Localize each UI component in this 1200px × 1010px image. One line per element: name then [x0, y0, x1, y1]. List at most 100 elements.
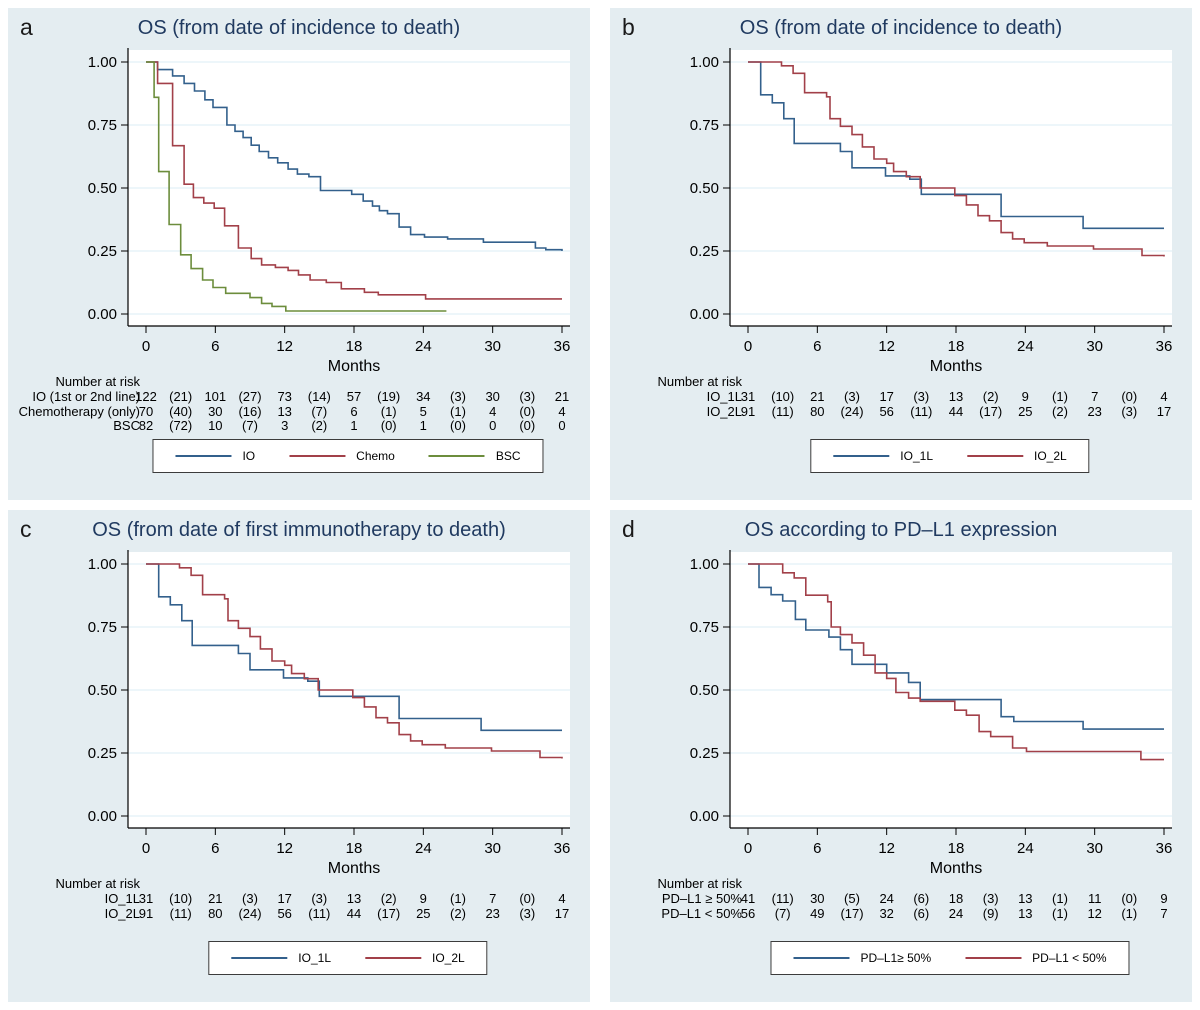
svg-text:0.50: 0.50 — [690, 180, 719, 197]
risk-value: 21 — [208, 891, 223, 906]
svg-text:Months: Months — [930, 358, 982, 372]
risk-value: 49 — [810, 905, 825, 921]
risk-value: (2) — [982, 389, 999, 404]
panel-title: OS according to PD–L1 expression — [744, 519, 1058, 541]
risk-value: 30 — [485, 389, 500, 404]
risk-value: (3) — [913, 389, 930, 404]
risk-value: 13 — [1018, 905, 1033, 921]
risk-value: (7) — [774, 905, 791, 921]
svg-text:30: 30 — [1086, 840, 1103, 857]
svg-text:Months: Months — [328, 358, 380, 372]
risk-row-label: IO_1L — [104, 891, 140, 906]
risk-value: (2) — [311, 418, 328, 434]
risk-row-label: IO_2L — [104, 905, 140, 921]
panel-title: OS (from date of first immunotherapy to … — [92, 519, 506, 541]
legend: PD–L1≥ 50% PD–L1 < 50% — [770, 941, 1130, 975]
svg-text:18: 18 — [948, 338, 965, 355]
panel-letter: a — [20, 14, 33, 40]
risk-value: 1 — [419, 418, 427, 434]
risk-value: (0) — [519, 891, 536, 906]
svg-text:0.00: 0.00 — [88, 808, 117, 825]
risk-value: (1) — [1052, 891, 1068, 906]
risk-value: 24 — [879, 891, 894, 906]
panel-b: b OS (from date of incidence to death) 1… — [610, 8, 1192, 500]
km-plot-svg: 1.00 0.75 0.50 0.25 0.00 0 6 12 18 24 30 36 Months — [690, 550, 1172, 874]
svg-text:30: 30 — [1086, 338, 1103, 355]
risk-value: (7) — [242, 418, 258, 434]
risk-value: 44 — [948, 403, 964, 419]
risk-value: (1) — [450, 403, 466, 419]
svg-text:24: 24 — [415, 338, 432, 355]
legend-label: Chemo — [356, 449, 395, 463]
risk-value: (10) — [169, 891, 193, 906]
svg-text:24: 24 — [1017, 840, 1034, 857]
panel-d: d OS according to PD–L1 expression 1.00 0… — [610, 510, 1192, 1002]
risk-value: (3) — [982, 891, 999, 906]
svg-text:Months: Months — [328, 860, 380, 874]
risk-value: 25 — [1018, 403, 1033, 419]
legend-label: PD–L1 < 50% — [1032, 951, 1107, 965]
legend-line-swatch — [833, 455, 890, 457]
risk-value: 80 — [208, 905, 223, 921]
risk-value: 56 — [740, 905, 756, 921]
risk-value: (1) — [1052, 389, 1068, 404]
risk-value: 21 — [810, 389, 825, 404]
curve-IO — [146, 61, 563, 251]
legend-line-swatch — [793, 957, 850, 959]
svg-text:0.75: 0.75 — [88, 117, 117, 134]
risk-value: 4 — [489, 403, 497, 419]
number-at-risk-label: Number at risk — [657, 374, 742, 389]
risk-value: 13 — [1018, 891, 1033, 906]
risk-value: 10 — [208, 418, 223, 434]
legend-line-swatch — [967, 455, 1023, 457]
panel-a: a OS (from date of incidence to death) 1… — [8, 8, 590, 500]
legend-item: BSC — [428, 449, 521, 463]
risk-value: (3) — [519, 389, 536, 404]
risk-value: 7 — [489, 891, 497, 906]
risk-value: (11) — [771, 403, 794, 419]
svg-text:18: 18 — [346, 338, 363, 355]
risk-row-label: PD–L1 < 50% — [661, 905, 742, 921]
risk-value: (21) — [169, 389, 193, 404]
svg-text:0.50: 0.50 — [88, 682, 117, 699]
legend-label: IO_1L — [900, 449, 933, 463]
svg-text:1.00: 1.00 — [690, 54, 719, 71]
legend-label: IO_1L — [298, 951, 331, 965]
svg-text:36: 36 — [554, 840, 571, 857]
risk-value: 17 — [879, 389, 894, 404]
risk-value: 34 — [416, 389, 431, 404]
risk-value: (1) — [1121, 905, 1138, 921]
svg-text:0.25: 0.25 — [690, 243, 719, 260]
number-at-risk-table: Number at risk IO_1L 31 (10) 21 (3) 17 (3) 13 (2)… — [610, 374, 1192, 436]
svg-text:0.25: 0.25 — [88, 243, 117, 260]
risk-value: (0) — [1121, 389, 1138, 404]
risk-value: (11) — [308, 905, 331, 921]
risk-value: (5) — [844, 891, 860, 906]
risk-value: 41 — [740, 891, 756, 906]
risk-value: 1 — [350, 418, 358, 434]
svg-text:0.00: 0.00 — [88, 306, 117, 323]
risk-value: 21 — [554, 389, 570, 404]
svg-text:0: 0 — [142, 840, 150, 857]
risk-value: 101 — [204, 389, 227, 404]
risk-value: (2) — [380, 891, 397, 906]
risk-value: (11) — [169, 905, 192, 921]
legend-line-swatch — [365, 957, 421, 959]
svg-text:24: 24 — [1017, 338, 1034, 355]
svg-text:0.25: 0.25 — [88, 745, 117, 762]
km-plot-svg: 1.00 0.75 0.50 0.25 0.00 0 6 12 18 24 30 36 Months — [88, 550, 571, 874]
panel-letter: d — [622, 516, 635, 542]
legend-item: IO_2L — [967, 449, 1067, 463]
svg-text:30: 30 — [484, 840, 501, 857]
risk-value: 91 — [740, 403, 756, 419]
risk-value: (2) — [1052, 403, 1068, 419]
curve-IO_1L — [748, 61, 1164, 230]
legend-label: IO_2L — [432, 951, 465, 965]
risk-value: (1) — [450, 891, 466, 906]
risk-value: 9 — [1160, 891, 1168, 906]
svg-text:12: 12 — [276, 338, 293, 355]
svg-text:0.25: 0.25 — [690, 745, 719, 762]
risk-value: 3 — [281, 418, 289, 434]
risk-value: 4 — [558, 403, 566, 419]
svg-text:0: 0 — [142, 338, 150, 355]
